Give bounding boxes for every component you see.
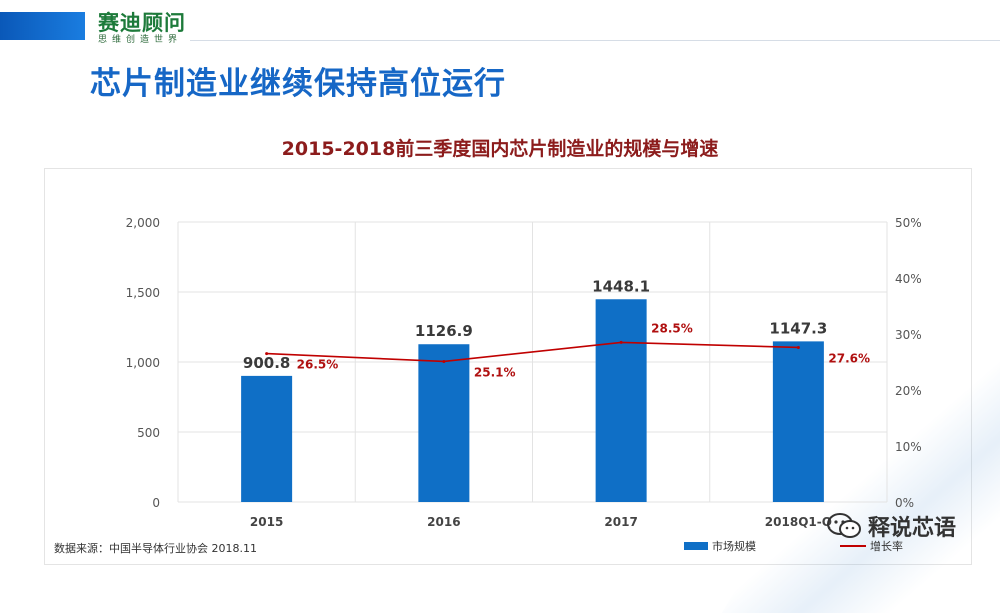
- line-point: [796, 345, 800, 349]
- bar: [595, 299, 647, 502]
- y-left-tick-label: 2,000: [126, 216, 160, 230]
- watermark: 释说芯语: [826, 510, 956, 542]
- header-accent-bar: [0, 12, 85, 40]
- wechat-icon: [827, 513, 861, 538]
- y-right-tick-label: 50%: [895, 216, 922, 230]
- header-divider: [190, 40, 1000, 41]
- x-tick-label: 2018Q1-Q: [765, 515, 832, 529]
- combo-chart: 0 500 1,000 1,500 2,000 0% 10% 20% 30% 40% 50% 2015…: [126, 216, 922, 553]
- y-right-tick-label: 20%: [895, 384, 922, 398]
- line-point: [265, 352, 269, 356]
- y-left-tick-label: 0: [152, 496, 160, 510]
- legend-bar-label: 市场规模: [712, 539, 756, 553]
- y-left-tick-label: 1,500: [126, 286, 160, 300]
- legend-bar-swatch: [684, 542, 708, 550]
- bar-data-label: 1448.1: [592, 277, 650, 295]
- chart-title: 2015-2018前三季度国内芯片制造业的规模与增速: [281, 138, 719, 160]
- y-left-tick-label: 1,000: [126, 356, 160, 370]
- y-right-tick-label: 10%: [895, 440, 922, 454]
- y-left-tick-label: 500: [137, 426, 160, 440]
- line-data-label: 26.5%: [297, 358, 339, 372]
- watermark-text: 释说芯语: [868, 516, 957, 541]
- line-data-label: 28.5%: [651, 321, 693, 335]
- line-point: [442, 359, 446, 363]
- y-right-tick-label: 0%: [895, 496, 914, 510]
- growth-rate-line: [266, 341, 799, 363]
- brand-slogan: 思维创造世界: [98, 35, 183, 45]
- bar: [772, 341, 824, 502]
- x-tick-label: 2016: [427, 515, 460, 529]
- source-note: 数据来源：中国半导体行业协会 2018.11: [54, 542, 257, 555]
- bar-data-label: 1147.3: [769, 319, 827, 337]
- brand-name: 赛迪顾问: [98, 10, 186, 35]
- y-right-tick-label: 30%: [895, 328, 922, 342]
- page-title: 芯片制造业继续保持高位运行: [90, 66, 506, 102]
- bar-data-label: 900.8: [243, 354, 290, 372]
- bar: [241, 375, 293, 502]
- y-right-tick-label: 40%: [895, 272, 922, 286]
- line-data-label: 27.6%: [828, 351, 870, 365]
- line-point: [619, 340, 623, 344]
- line-data-label: 25.1%: [474, 365, 516, 379]
- bar-data-label: 1126.9: [415, 322, 473, 340]
- bar: [418, 344, 470, 502]
- x-tick-label: 2017: [604, 515, 637, 529]
- legend-line-label: 增长率: [870, 539, 903, 553]
- x-tick-label: 2015: [250, 515, 283, 529]
- brand-logo: 赛迪顾问 思维创造世界: [98, 12, 186, 46]
